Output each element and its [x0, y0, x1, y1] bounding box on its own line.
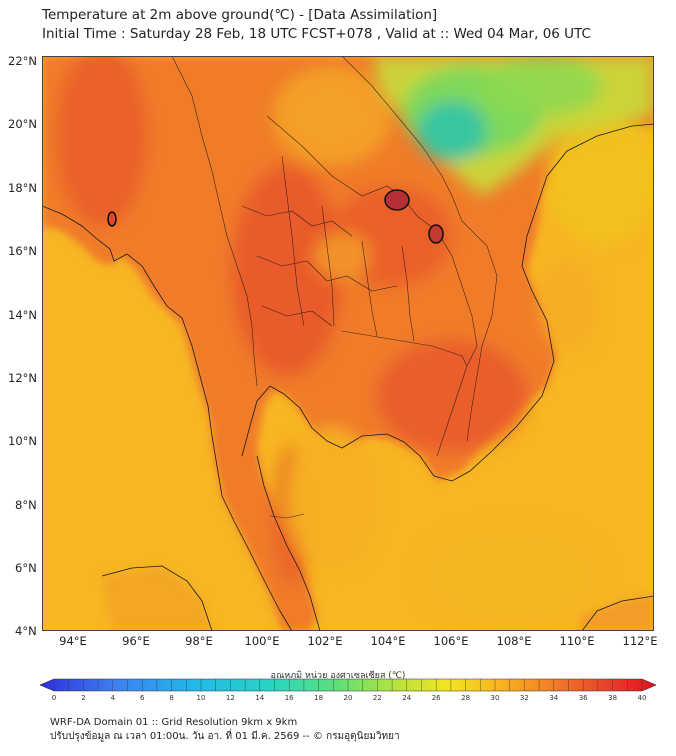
temperature-map: [42, 56, 654, 631]
lat-tick-14: 14°N: [8, 308, 37, 322]
lat-tick-22: 22°N: [8, 54, 37, 68]
colorbar-label: 34: [549, 694, 559, 702]
coast-vietnam: [433, 123, 654, 482]
map-panel: [42, 56, 654, 631]
colorbar-label: 22: [372, 694, 382, 702]
lat-tick-16: 16°N: [8, 244, 37, 258]
colorbar-label: 4: [110, 694, 116, 702]
mild-zone-coast: [537, 261, 597, 351]
border-cambodia-vietnam: [436, 365, 468, 457]
colorbar-label: 8: [169, 694, 174, 702]
cool-zone-green-east: [482, 56, 602, 116]
lat-tick-12: 12°N: [8, 371, 37, 385]
coast-borneo: [581, 595, 654, 631]
coast-peninsula-east: [256, 455, 321, 631]
colorbar-label: 0: [51, 694, 57, 702]
coast-sumatra: [101, 565, 213, 631]
mild-zone-vietnam: [547, 106, 654, 246]
contour-myanmar-spot: [107, 211, 117, 227]
colorbar-label: 24: [402, 694, 412, 702]
colorbar-label: 30: [490, 694, 500, 702]
colorbar-label: 28: [461, 694, 471, 702]
coast-gulf-west: [256, 565, 293, 631]
lat-tick-18: 18°N: [8, 181, 37, 195]
colorbar-label: 32: [519, 694, 529, 702]
border-inner-6: [361, 240, 378, 337]
colorbar-label: 2: [81, 694, 86, 702]
land-mainland: [42, 56, 654, 631]
border-thai-myanmar: [171, 56, 258, 387]
colorbar: [40, 678, 656, 692]
hot-core-cambodia: [377, 341, 527, 451]
border-inner-4: [281, 155, 305, 327]
lat-tick-4: 4°N: [15, 624, 37, 638]
lon-tick-102: 102°E: [307, 634, 343, 648]
hot-core-thailand: [232, 166, 342, 376]
border-inner-1: [241, 205, 353, 237]
border-thai-cambodia: [341, 330, 468, 367]
colorbar-label: 18: [314, 694, 324, 702]
colorbar-label: 20: [343, 694, 353, 702]
lon-tick-110: 110°E: [559, 634, 595, 648]
cold-zone-teal: [417, 101, 487, 161]
lat-tick-10: 10°N: [8, 434, 37, 448]
lon-tick-100: 100°E: [244, 634, 280, 648]
border-inner-5: [321, 205, 335, 327]
contour-vietnam-spot: [428, 224, 444, 244]
map-title: Temperature at 2m above ground(℃) - [Dat…: [42, 6, 591, 44]
lat-tick-20: 20°N: [8, 117, 37, 131]
border-thai-laos: [266, 115, 478, 367]
lon-tick-106: 106°E: [433, 634, 469, 648]
contour-laos-spot: [384, 189, 410, 211]
land-sumatra: [102, 566, 212, 631]
lat-tick-8: 8°N: [15, 498, 37, 512]
colorbar-label: 16: [284, 694, 294, 702]
colorbar-label: 38: [608, 694, 618, 702]
lon-tick-112: 112°E: [622, 634, 658, 648]
border-inner-3: [261, 305, 333, 327]
colorbar-ticks: [53, 679, 643, 691]
border-inner-2: [256, 255, 398, 292]
colorbar-label: 6: [139, 694, 145, 702]
lon-tick-104: 104°E: [370, 634, 406, 648]
border-inner-7: [401, 245, 415, 342]
colorbar-label: 12: [225, 694, 235, 702]
colorbar-title: อุณหภูมิ หน่วย องศาเซลเซียส (℃): [270, 671, 406, 681]
lon-tick-98: 98°E: [185, 634, 213, 648]
lon-tick-96: 96°E: [122, 634, 150, 648]
mild-zone-laos: [272, 66, 392, 166]
province-borders: [171, 56, 498, 519]
lat-tick-6: 6°N: [15, 561, 37, 575]
colorbar-label: 36: [578, 694, 588, 702]
lon-tick-94: 94°E: [59, 634, 87, 648]
map-frame: [42, 56, 654, 631]
title-line-1: Temperature at 2m above ground(℃) - [Dat…: [42, 7, 438, 23]
footer-line-1: WRF-DA Domain 01 :: Grid Resolution 9km …: [50, 717, 298, 728]
footer-line-2: ปรับปรุงข้อมูล ณ เวลา 01:00น. วัน อา. ที…: [50, 731, 400, 742]
border-malaysia: [269, 513, 305, 519]
border-laos-vietnam: [341, 56, 498, 442]
south-china-sea-patch: [422, 526, 602, 626]
coast-myanmar: [42, 205, 258, 567]
title-line-2: Initial Time : Saturday 28 Feb, 18 UTC F…: [42, 26, 591, 42]
colorbar-label: 14: [255, 694, 265, 702]
land-borneo: [577, 596, 654, 631]
lon-tick-108: 108°E: [496, 634, 532, 648]
hot-core-west: [57, 56, 147, 226]
colorbar-label: 40: [637, 694, 647, 702]
coastlines: [42, 123, 654, 631]
mild-zone-central: [312, 231, 372, 281]
footer: WRF-DA Domain 01 :: Grid Resolution 9km …: [50, 716, 400, 744]
contour-outlines: [107, 189, 444, 244]
colorbar-label: 10: [196, 694, 206, 702]
coast-gulf-north: [241, 385, 435, 477]
colorbar-label: 26: [431, 694, 441, 702]
gulf-of-thailand: [287, 426, 377, 566]
